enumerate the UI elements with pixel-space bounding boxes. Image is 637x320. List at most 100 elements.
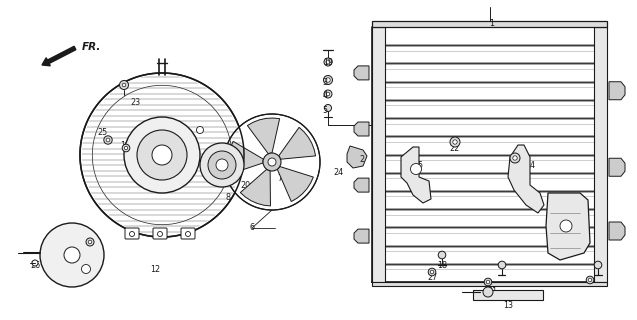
Text: 10: 10 <box>120 140 130 149</box>
Circle shape <box>88 240 92 244</box>
Text: 23: 23 <box>130 98 140 107</box>
Text: 25: 25 <box>97 127 107 137</box>
Circle shape <box>594 261 602 269</box>
Text: 14: 14 <box>525 161 535 170</box>
Text: 5: 5 <box>322 106 327 115</box>
Circle shape <box>208 151 236 179</box>
Circle shape <box>324 58 332 66</box>
Text: 1: 1 <box>489 19 494 28</box>
Circle shape <box>288 141 302 155</box>
Text: 6: 6 <box>250 223 255 233</box>
Polygon shape <box>401 147 431 203</box>
Circle shape <box>560 220 572 232</box>
Bar <box>372 27 385 282</box>
Polygon shape <box>546 193 590 260</box>
Text: 7: 7 <box>278 173 283 182</box>
Circle shape <box>32 260 38 266</box>
Circle shape <box>40 223 104 287</box>
Circle shape <box>86 238 94 246</box>
Circle shape <box>106 138 110 142</box>
Circle shape <box>152 145 172 165</box>
Circle shape <box>324 105 331 111</box>
Circle shape <box>326 92 330 96</box>
FancyArrow shape <box>42 46 76 66</box>
Circle shape <box>588 278 592 282</box>
Text: 2: 2 <box>359 156 364 164</box>
Text: 22: 22 <box>450 143 460 153</box>
Circle shape <box>124 146 127 150</box>
Circle shape <box>498 261 506 269</box>
Circle shape <box>137 130 187 180</box>
Polygon shape <box>354 66 369 80</box>
Text: 11: 11 <box>73 268 83 276</box>
Text: FR.: FR. <box>82 42 101 52</box>
Text: 15: 15 <box>413 161 423 170</box>
Circle shape <box>510 153 520 163</box>
Text: 16: 16 <box>83 241 93 250</box>
Polygon shape <box>354 229 369 243</box>
FancyBboxPatch shape <box>153 228 167 239</box>
Bar <box>372 21 607 27</box>
Text: 3: 3 <box>322 77 327 86</box>
Text: 9: 9 <box>136 127 141 137</box>
Polygon shape <box>508 145 544 213</box>
Text: 8: 8 <box>225 194 231 203</box>
Circle shape <box>586 276 594 284</box>
Circle shape <box>486 280 490 284</box>
FancyBboxPatch shape <box>181 228 195 239</box>
Circle shape <box>129 231 134 236</box>
Circle shape <box>224 114 320 210</box>
Text: 19: 19 <box>323 58 333 67</box>
Circle shape <box>104 136 112 144</box>
Circle shape <box>64 247 80 263</box>
Circle shape <box>122 144 130 152</box>
Circle shape <box>324 90 332 98</box>
Circle shape <box>324 76 333 84</box>
Circle shape <box>450 137 460 147</box>
Bar <box>594 27 607 282</box>
Circle shape <box>453 140 457 144</box>
Polygon shape <box>609 222 625 240</box>
Bar <box>473 290 543 300</box>
Circle shape <box>438 251 446 259</box>
Text: 17: 17 <box>293 140 303 149</box>
Circle shape <box>326 78 330 82</box>
Text: 4: 4 <box>322 91 327 100</box>
Polygon shape <box>609 158 625 176</box>
Bar <box>372 282 607 286</box>
Circle shape <box>196 126 203 133</box>
Polygon shape <box>228 141 264 174</box>
Text: 18: 18 <box>437 260 447 269</box>
Circle shape <box>185 231 190 236</box>
Circle shape <box>484 278 492 286</box>
Polygon shape <box>279 127 315 159</box>
Polygon shape <box>247 118 280 154</box>
Circle shape <box>292 145 298 151</box>
Circle shape <box>157 231 162 236</box>
Circle shape <box>428 268 436 276</box>
Polygon shape <box>354 178 369 192</box>
Circle shape <box>483 287 493 297</box>
Text: 20: 20 <box>240 180 250 189</box>
FancyBboxPatch shape <box>125 228 139 239</box>
Text: 27: 27 <box>427 274 437 283</box>
Circle shape <box>430 270 434 274</box>
Polygon shape <box>277 166 313 202</box>
Text: 24: 24 <box>333 167 343 177</box>
Circle shape <box>120 81 129 90</box>
Circle shape <box>263 153 281 171</box>
Polygon shape <box>80 73 244 237</box>
Polygon shape <box>347 146 367 168</box>
Polygon shape <box>354 122 369 136</box>
Text: 12: 12 <box>150 266 160 275</box>
Circle shape <box>216 159 228 171</box>
Circle shape <box>122 83 125 87</box>
Circle shape <box>124 117 200 193</box>
Circle shape <box>513 156 517 160</box>
Circle shape <box>410 164 422 174</box>
Polygon shape <box>609 82 625 100</box>
Polygon shape <box>240 169 271 206</box>
Text: 13: 13 <box>503 301 513 310</box>
Circle shape <box>82 265 90 274</box>
Text: 21: 21 <box>487 287 497 297</box>
